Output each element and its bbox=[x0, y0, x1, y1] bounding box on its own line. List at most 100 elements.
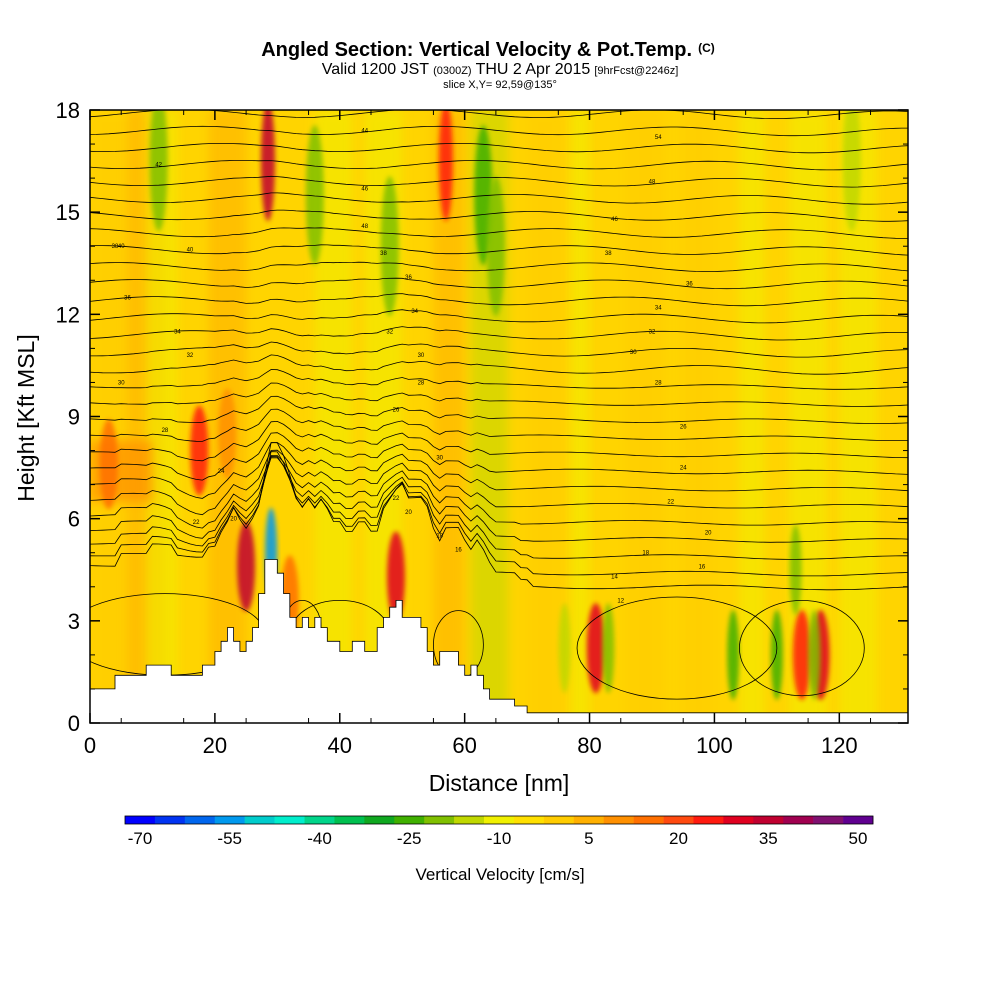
theta-contour bbox=[739, 599, 865, 697]
downdraft-cell bbox=[770, 609, 783, 700]
colorbar-swatch bbox=[274, 816, 305, 824]
theta-contour bbox=[90, 457, 908, 543]
theta-contour-label: 28 bbox=[655, 380, 662, 386]
updraft-cell bbox=[237, 521, 256, 612]
colorbar-swatch bbox=[633, 816, 664, 824]
theta-contour-label: 12 bbox=[617, 598, 624, 604]
downdraft-cell bbox=[558, 603, 571, 694]
y-tick-label: 3 bbox=[68, 609, 80, 634]
theta-contour bbox=[90, 341, 908, 358]
updraft-cell bbox=[792, 609, 811, 700]
theta-contour-label: 34 bbox=[411, 309, 418, 315]
colorbar-swatch bbox=[154, 816, 186, 824]
theta-contour bbox=[90, 293, 908, 307]
theta-contour-label: 20 bbox=[705, 530, 712, 536]
updraft-cell bbox=[586, 603, 605, 694]
x-tick-label: 20 bbox=[203, 733, 227, 758]
colorbar-swatch bbox=[214, 816, 245, 824]
colorbar-swatch bbox=[843, 816, 874, 824]
updraft-cell bbox=[190, 405, 209, 496]
theta-contour-label: 40 bbox=[187, 248, 194, 254]
downdraft-cell bbox=[486, 176, 505, 317]
x-tick-label: 0 bbox=[84, 733, 96, 758]
colorbar-tick-label: -70 bbox=[128, 829, 153, 848]
theta-contour-label: 36 bbox=[124, 295, 131, 301]
theta-contour-label: 16 bbox=[699, 564, 706, 570]
theta-contour bbox=[90, 309, 908, 324]
colorbar-swatch bbox=[304, 816, 335, 824]
theta-contour-label: 20 bbox=[230, 517, 237, 523]
theta-contour-label: 46 bbox=[611, 217, 618, 223]
velocity-band bbox=[527, 110, 565, 723]
colorbar-tick-label: 20 bbox=[669, 829, 688, 848]
theta-contour-label: 28 bbox=[418, 380, 425, 386]
theta-contour-label: 38 bbox=[605, 251, 612, 257]
downdraft-cell bbox=[602, 603, 615, 694]
y-tick-label: 6 bbox=[68, 507, 80, 532]
colorbar-swatch bbox=[813, 816, 844, 824]
colorbar-swatch bbox=[184, 816, 216, 824]
velocity-band bbox=[627, 110, 665, 723]
theta-contour-label: 14 bbox=[611, 575, 618, 581]
theta-contour-label: 24 bbox=[680, 466, 687, 472]
x-tick-label: 80 bbox=[577, 733, 601, 758]
chart-slice-info: slice X,Y= 92,59@135° bbox=[443, 79, 557, 91]
theta-contour bbox=[90, 227, 908, 239]
colorbar-swatch bbox=[394, 816, 425, 824]
theta-contour-label: 32 bbox=[386, 329, 393, 335]
theta-contour bbox=[90, 456, 908, 560]
colorbar-tick-label: -25 bbox=[397, 829, 422, 848]
theta-contour bbox=[90, 408, 908, 442]
colorbar-tick-label: 5 bbox=[584, 829, 593, 848]
theta-contour bbox=[90, 244, 908, 256]
theta-contour bbox=[90, 277, 908, 290]
colorbar-swatch bbox=[693, 816, 724, 824]
colorbar-swatch bbox=[364, 816, 395, 824]
velocity-band bbox=[683, 110, 715, 723]
colorbar-swatch bbox=[573, 816, 605, 824]
x-axis: 0 20 40 60 80 100 120 bbox=[84, 110, 872, 758]
colorbar-swatch bbox=[513, 816, 545, 824]
theta-contour bbox=[90, 354, 908, 375]
theta-contour-label: 30 bbox=[436, 455, 443, 461]
theta-contour-label: 46 bbox=[361, 186, 368, 192]
theta-contour-label: 32 bbox=[649, 329, 656, 335]
theta-contour bbox=[90, 455, 908, 529]
colorbar-swatch bbox=[424, 816, 455, 824]
colorbar bbox=[124, 815, 874, 825]
theta-contour bbox=[90, 192, 908, 205]
theta-contour-label: 30 bbox=[118, 380, 125, 386]
velocity-band bbox=[839, 110, 877, 723]
theta-contour bbox=[90, 420, 908, 462]
theta-contour-label: 38 bbox=[112, 244, 119, 250]
downdraft-cell bbox=[789, 524, 802, 615]
theta-contour bbox=[90, 449, 908, 516]
theta-contour-labels: 3634323028242220403842404446483836343230… bbox=[112, 128, 713, 604]
theta-contour-label: 34 bbox=[655, 306, 662, 312]
theta-contour-label: 26 bbox=[680, 425, 687, 431]
updraft-cell bbox=[438, 110, 453, 222]
colorbar-swatch bbox=[334, 816, 365, 824]
theta-contour-label: 30 bbox=[418, 353, 425, 359]
colorbar-swatch bbox=[753, 816, 784, 824]
colorbar-tick-label: -10 bbox=[487, 829, 512, 848]
colorbar-ticks: -70 -55 -40 -25 -10 5 20 35 50 bbox=[128, 829, 868, 848]
x-tick-label: 60 bbox=[452, 733, 476, 758]
theta-contour-label: 40 bbox=[118, 244, 125, 250]
velocity-band bbox=[739, 110, 765, 723]
colorbar-swatch bbox=[603, 816, 634, 824]
downdraft-cell bbox=[808, 609, 821, 700]
theta-contour-label: 26 bbox=[393, 408, 400, 414]
theta-contour-label: 36 bbox=[405, 275, 412, 281]
colorbar-swatch bbox=[244, 816, 275, 824]
theta-contour-label: 28 bbox=[162, 428, 169, 434]
theta-contour-label: 48 bbox=[649, 180, 656, 186]
colorbar-frame bbox=[124, 815, 874, 825]
y-tick-label: 12 bbox=[56, 302, 80, 327]
downdraft-cell bbox=[842, 110, 861, 232]
theta-contour-label: 16 bbox=[455, 547, 462, 553]
colorbar-tick-label: 35 bbox=[759, 829, 778, 848]
colorbar-tick-label: 50 bbox=[849, 829, 868, 848]
y-tick-label: 15 bbox=[56, 200, 80, 225]
theta-contour-label: 22 bbox=[393, 496, 400, 502]
